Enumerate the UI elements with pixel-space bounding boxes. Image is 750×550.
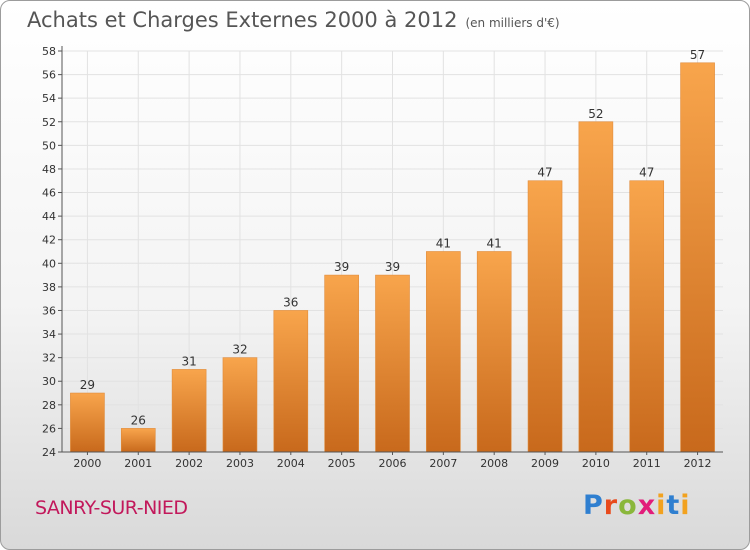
data-label-2006: 39	[385, 260, 400, 274]
data-label-2003: 32	[232, 343, 247, 357]
bar-2007	[426, 251, 461, 453]
data-label-2000: 29	[80, 378, 95, 392]
x-tick-label-2007: 2007	[429, 457, 457, 470]
data-label-2004: 36	[283, 295, 298, 309]
y-tick-label: 38	[42, 281, 56, 294]
proxiti-logo: Proxiti	[583, 490, 691, 521]
bar-2012	[680, 62, 715, 453]
bar-2006	[375, 274, 410, 453]
axes: 24 26 28 30 32 34 36 38 40 42 44 46 48 50 52 54 56 58 2000…	[42, 45, 723, 470]
bar-2011	[629, 180, 665, 453]
y-tick-label: 46	[42, 187, 56, 200]
bar-2000	[70, 392, 105, 453]
bars	[70, 62, 715, 453]
x-tick-label-2003: 2003	[226, 457, 254, 470]
y-tick-label: 48	[42, 163, 56, 176]
data-label-2009: 47	[537, 166, 552, 180]
chart-title-text: Achats et Charges Externes 2000 à 2012	[27, 8, 458, 32]
x-tick-label-2000: 2000	[73, 457, 101, 470]
y-tick-label: 24	[42, 446, 56, 459]
bar-2009	[527, 180, 563, 453]
y-tick-label: 34	[42, 328, 56, 341]
x-tick-label-2001: 2001	[124, 457, 152, 470]
data-label-2010: 52	[588, 107, 603, 121]
y-tick-label: 50	[42, 139, 56, 152]
town-name: SANRY-SUR-NIED	[35, 497, 188, 519]
x-tick-label-2010: 2010	[582, 457, 610, 470]
bar-2005	[324, 274, 359, 453]
y-tick-label: 40	[42, 257, 56, 270]
y-tick-label: 36	[42, 304, 56, 317]
x-tick-label-2005: 2005	[328, 457, 356, 470]
y-tick-label: 42	[42, 234, 56, 247]
y-tick-label: 30	[42, 375, 56, 388]
bar-2003	[222, 357, 258, 453]
y-tick-label: 28	[42, 399, 56, 412]
bar-2008	[476, 251, 512, 453]
x-tick-label-2006: 2006	[379, 457, 407, 470]
labels: 29 26 31 32 36 39 39 41 41 47 52 47 57	[80, 48, 705, 428]
x-tick-label-2012: 2012	[684, 457, 712, 470]
x-tick-label-2009: 2009	[531, 457, 559, 470]
x-tick-label-2004: 2004	[277, 457, 305, 470]
bar-2010	[578, 121, 614, 453]
data-label-2008: 41	[487, 237, 502, 251]
data-label-2012: 57	[690, 48, 705, 62]
data-label-2001: 26	[131, 413, 146, 427]
data-label-2002: 31	[181, 354, 196, 368]
x-tick-label-2011: 2011	[633, 457, 661, 470]
y-tick-label: 52	[42, 116, 56, 129]
chart-subtitle: (en milliers d'€)	[465, 16, 560, 30]
bar-2004	[273, 310, 309, 453]
bar-2002	[171, 369, 207, 453]
data-label-2005: 39	[334, 260, 349, 274]
data-label-2007: 41	[436, 237, 451, 251]
y-tick-label: 26	[42, 422, 56, 435]
y-tick-label: 44	[42, 210, 56, 223]
y-tick-label: 32	[42, 352, 56, 365]
y-tick-label: 54	[42, 92, 56, 105]
bar-2001	[120, 428, 156, 453]
x-tick-label-2008: 2008	[480, 457, 508, 470]
x-tick-label-2002: 2002	[175, 457, 203, 470]
y-tick-label: 56	[42, 69, 56, 82]
data-label-2011: 47	[639, 166, 654, 180]
y-tick-label: 58	[42, 45, 56, 58]
chart-title: Achats et Charges Externes 2000 à 2012 (e…	[27, 8, 560, 32]
